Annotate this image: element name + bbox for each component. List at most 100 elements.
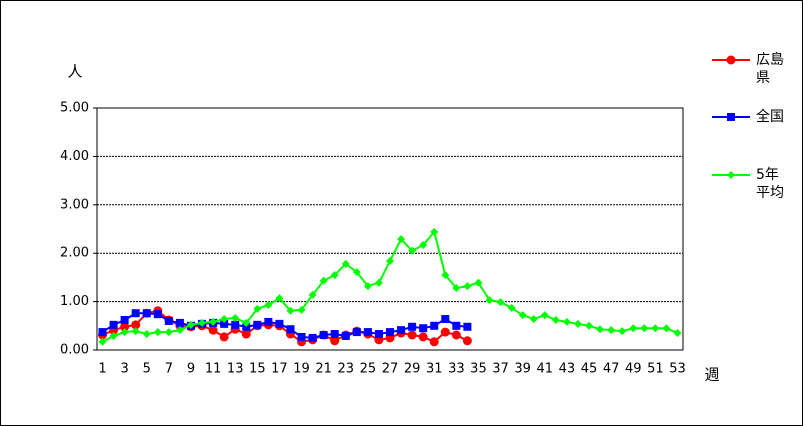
point	[562, 317, 571, 326]
point	[441, 315, 450, 324]
point	[374, 278, 383, 287]
x-tick-label: 49	[625, 362, 642, 377]
point	[208, 325, 218, 335]
point	[120, 328, 129, 337]
x-tick-label: 17	[271, 362, 288, 377]
y-tick-label: 3.00	[60, 197, 89, 212]
point	[551, 315, 560, 324]
point	[308, 290, 317, 299]
point	[462, 336, 472, 346]
y-tick-label: 1.00	[60, 294, 89, 309]
x-tick-label: 21	[315, 362, 332, 377]
x-tick-label: 1	[98, 362, 106, 377]
point	[319, 330, 328, 339]
point	[131, 320, 141, 330]
point	[120, 315, 129, 324]
point	[496, 298, 505, 307]
point	[418, 332, 428, 342]
x-tick-label: 35	[470, 362, 487, 377]
series-line	[101, 312, 468, 339]
point	[164, 328, 173, 337]
plot-area	[97, 108, 683, 350]
point	[397, 235, 406, 244]
point	[98, 337, 107, 346]
legend-label: 全国	[756, 109, 784, 125]
point	[297, 305, 306, 314]
x-tick-label: 29	[404, 362, 421, 377]
point	[120, 322, 130, 332]
point	[408, 322, 417, 331]
x-tick-label: 47	[603, 362, 620, 377]
point	[131, 309, 140, 318]
point	[485, 296, 494, 305]
legend-label: 広島県	[756, 52, 784, 86]
point	[241, 329, 251, 339]
point	[662, 324, 671, 333]
x-tick-label: 31	[426, 362, 443, 377]
point	[363, 328, 372, 337]
x-tick-label: 25	[360, 362, 377, 377]
point	[363, 282, 372, 291]
point	[264, 317, 273, 326]
x-axis-label: 週	[704, 366, 719, 384]
point	[651, 324, 660, 333]
point	[330, 330, 339, 339]
point	[529, 315, 538, 324]
point	[341, 331, 350, 340]
point	[518, 311, 527, 320]
point	[408, 246, 417, 255]
x-tick-label: 7	[165, 362, 173, 377]
x-tick-label: 33	[448, 362, 465, 377]
x-tick-label: 23	[338, 362, 355, 377]
point	[231, 320, 240, 329]
point	[164, 316, 173, 325]
point	[451, 330, 461, 340]
x-tick-label: 41	[537, 362, 554, 377]
point	[242, 318, 251, 327]
point	[452, 321, 461, 330]
series-line	[102, 309, 468, 343]
point	[673, 329, 682, 338]
x-tick-label: 9	[187, 362, 195, 377]
point	[198, 318, 207, 327]
x-tick-label: 15	[249, 362, 266, 377]
point	[430, 321, 439, 330]
point	[596, 325, 605, 334]
point	[275, 319, 284, 328]
point	[153, 328, 162, 337]
point	[319, 276, 328, 285]
point	[209, 317, 218, 326]
point	[397, 326, 406, 335]
x-tick-label: 37	[492, 362, 509, 377]
point	[286, 306, 295, 315]
point	[142, 330, 151, 339]
point	[275, 294, 284, 303]
point	[253, 304, 262, 313]
point	[341, 259, 350, 268]
point	[175, 318, 184, 327]
point	[726, 55, 736, 65]
point	[153, 310, 162, 319]
point	[253, 320, 262, 329]
point	[386, 328, 394, 337]
x-tick-label: 45	[581, 362, 598, 377]
point	[330, 270, 339, 279]
y-axis-label: 人	[67, 63, 82, 81]
x-tick-label: 13	[227, 362, 244, 377]
point	[264, 300, 273, 309]
point	[727, 171, 735, 179]
point	[131, 327, 140, 336]
point	[352, 268, 361, 277]
x-tick-label: 19	[293, 362, 310, 377]
point	[220, 315, 229, 324]
point	[109, 320, 118, 329]
point	[607, 326, 616, 335]
point	[629, 324, 638, 333]
x-tick-label: 5	[143, 362, 151, 377]
point	[374, 330, 383, 339]
x-tick-label: 11	[205, 362, 222, 377]
point	[330, 336, 340, 346]
plot-border	[96, 107, 684, 351]
point	[219, 332, 229, 342]
x-tick-label: 43	[559, 362, 576, 377]
